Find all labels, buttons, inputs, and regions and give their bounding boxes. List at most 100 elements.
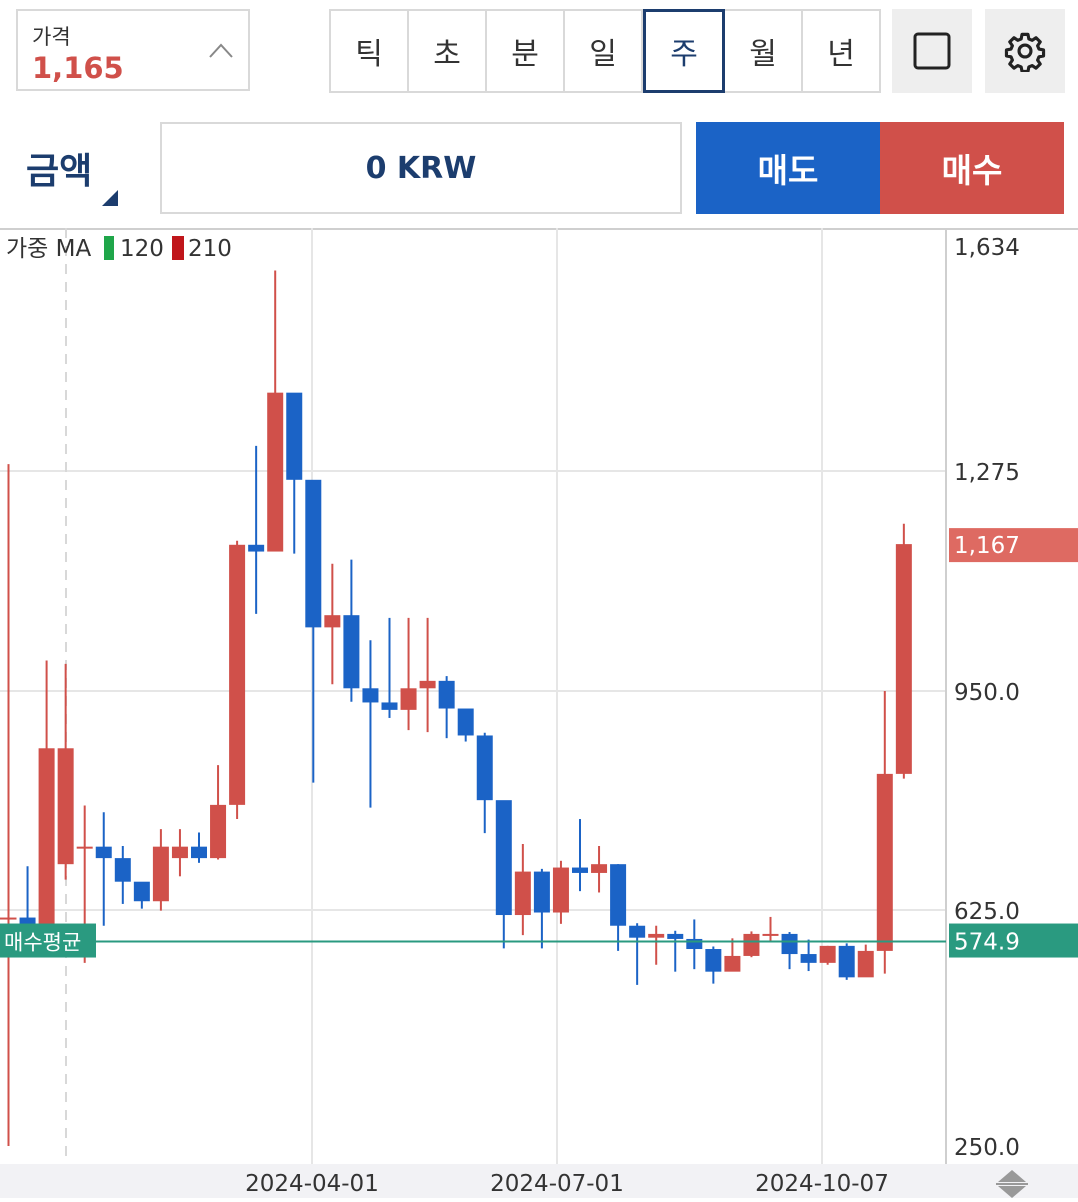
y-tick-label: 1,634	[954, 235, 1020, 261]
candle	[419, 617, 436, 733]
candle-body	[305, 479, 322, 628]
chart-svg[interactable]: 매수평균 574.9 1,167 1,634 1,275 950.0 625.0 250.0…	[0, 228, 1078, 1198]
price-selector[interactable]: 가격 1,165	[16, 9, 250, 91]
candle-body	[857, 950, 874, 978]
amount-input[interactable]: 0 KRW	[160, 122, 682, 214]
candle	[781, 932, 798, 970]
candle-body	[457, 708, 474, 736]
tab-minute[interactable]: 분	[487, 11, 565, 91]
candle	[0, 464, 17, 1146]
candle	[400, 617, 417, 731]
candle	[229, 540, 246, 820]
tab-day[interactable]: 일	[565, 11, 643, 91]
candle	[648, 925, 665, 965]
candle	[895, 523, 912, 779]
candle-body	[191, 846, 207, 859]
candle	[476, 732, 493, 834]
candle	[876, 691, 893, 974]
candle-body	[876, 773, 893, 951]
candle-body	[362, 688, 379, 703]
candle-body	[210, 804, 227, 859]
x-tick-label: 2024-04-01	[245, 1171, 379, 1197]
candle	[191, 832, 207, 863]
settings-button[interactable]	[985, 9, 1065, 93]
candle-body	[133, 881, 150, 902]
candle	[152, 829, 169, 911]
tab-second[interactable]: 초	[409, 11, 487, 91]
price-label: 가격	[32, 25, 71, 49]
candle	[800, 939, 817, 972]
candle-body	[476, 735, 493, 801]
candle	[495, 800, 512, 949]
candle-body	[419, 680, 436, 689]
candle-body	[648, 933, 665, 938]
candle	[724, 938, 741, 972]
candle	[838, 943, 855, 980]
candle	[362, 640, 379, 808]
dropdown-triangle-icon[interactable]	[102, 190, 118, 206]
buy-button[interactable]: 매수	[880, 122, 1064, 214]
ma120-label: 120	[120, 236, 164, 262]
candle-body	[705, 949, 722, 972]
candle-body	[686, 938, 703, 950]
candle	[705, 946, 722, 984]
tab-week[interactable]: 주	[643, 9, 725, 93]
candle-body	[229, 544, 246, 805]
current-price-label: 1,167	[954, 533, 1020, 559]
candle-body	[800, 954, 817, 963]
ma120-swatch	[104, 236, 114, 260]
candle	[514, 843, 531, 936]
layout-toggle-button[interactable]	[892, 9, 972, 93]
tab-tick[interactable]: 틱	[331, 11, 409, 91]
candle	[57, 663, 74, 880]
candle	[286, 392, 303, 554]
candle-body	[724, 955, 741, 972]
candle-body	[57, 748, 74, 865]
candle-body	[514, 871, 531, 916]
avg-buy-tag-text: 매수평균	[4, 931, 81, 955]
candle	[381, 617, 398, 718]
amount-label[interactable]: 금액	[26, 151, 93, 192]
scroll-handle-icon	[996, 1170, 1028, 1198]
y-tick-label: 950.0	[954, 680, 1020, 706]
candle-body	[76, 846, 93, 849]
tab-year[interactable]: 년	[827, 37, 855, 72]
candle-body	[591, 864, 608, 873]
candle	[629, 923, 646, 985]
candle	[210, 765, 227, 860]
candle	[457, 708, 474, 742]
candle	[743, 931, 760, 958]
candle	[248, 445, 265, 614]
candle	[819, 945, 836, 965]
candle-body	[400, 688, 417, 710]
price-value: 1,165	[32, 51, 124, 85]
candle-body	[114, 858, 131, 882]
gear-icon	[1004, 32, 1046, 72]
sell-button[interactable]: 매도	[696, 122, 880, 214]
candle-body	[819, 945, 836, 963]
candle-body	[381, 702, 398, 710]
chevron-up-icon[interactable]	[208, 39, 234, 65]
y-tick-label: 625.0	[954, 899, 1020, 925]
candle	[762, 916, 779, 942]
y-tick-label: 250.0	[954, 1135, 1020, 1161]
candle	[572, 819, 588, 892]
candle	[171, 829, 188, 877]
candle	[38, 660, 55, 945]
candle-body	[781, 933, 798, 955]
candle-body	[152, 846, 169, 902]
candle	[267, 270, 284, 552]
tab-month[interactable]: 월	[725, 11, 803, 91]
x-axis-band	[0, 1164, 1078, 1198]
candle	[324, 563, 341, 685]
candle	[343, 559, 360, 702]
candlestick-chart[interactable]: 매수평균 574.9 1,167 1,634 1,275 950.0 625.0 250.0…	[0, 228, 1078, 1198]
candle	[552, 860, 569, 924]
candle	[591, 845, 608, 893]
candle-body	[38, 748, 55, 934]
indicator-legend-name: 가중 MA	[6, 236, 91, 262]
square-icon	[913, 32, 951, 70]
candle-body	[610, 864, 627, 926]
candle-body	[324, 615, 341, 628]
candle	[114, 845, 131, 904]
